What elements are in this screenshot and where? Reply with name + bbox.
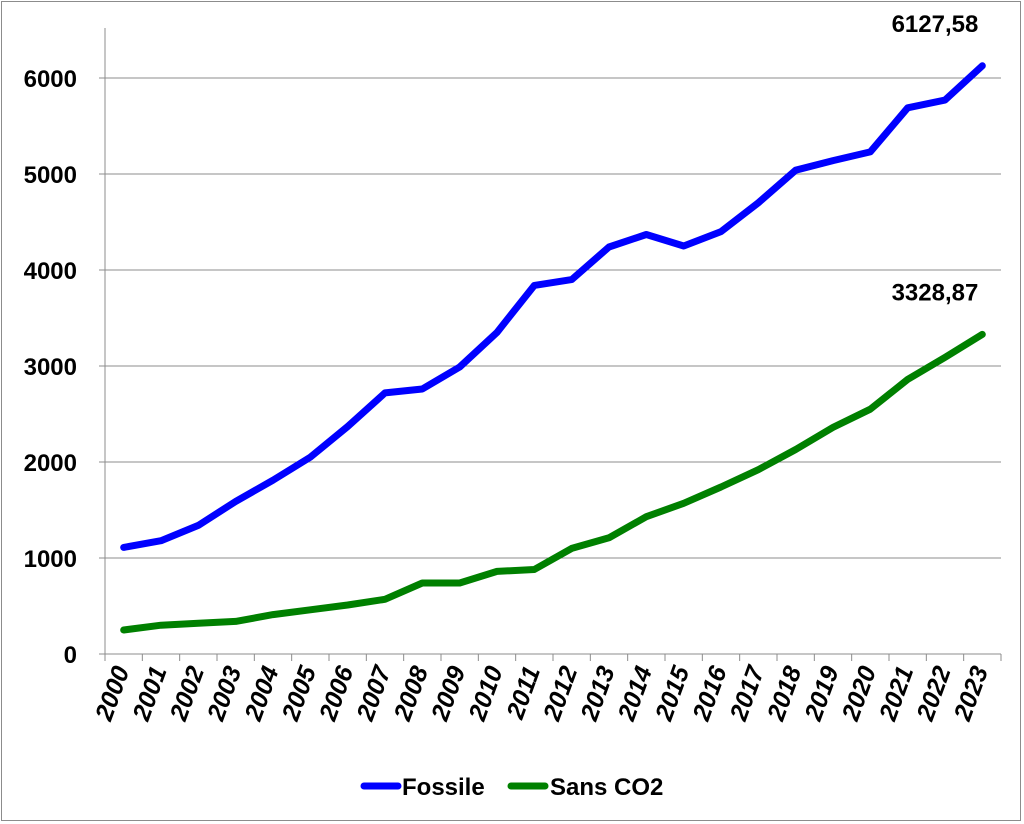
legend: Fossile Sans CO2 [360,774,663,801]
series-lines [120,62,986,634]
y-tick-label: 1000 [24,546,77,573]
series-line-sans-co2 [120,330,986,634]
data-labels: 6127,58 3328,87 [892,11,979,307]
legend-label: Sans CO2 [550,774,663,801]
y-tick-label: 3000 [24,354,77,381]
y-tick-label: 5000 [24,162,77,189]
y-tick-label: 0 [64,642,77,669]
y-tick-label: 4000 [24,258,77,285]
y-tick-labels: 0 1000 2000 3000 4000 5000 6000 [24,66,77,669]
y-tick-label: 2000 [24,450,77,477]
data-label: 3328,87 [892,279,979,306]
series-line-fossile [120,62,986,551]
data-label: 6127,58 [892,11,979,38]
y-tick-label: 6000 [24,66,77,93]
gridlines [105,77,1001,559]
axes [99,28,1002,661]
legend-label: Fossile [402,774,485,801]
x-tick-labels: 2000200120022003200420052006200720082009… [90,661,994,725]
